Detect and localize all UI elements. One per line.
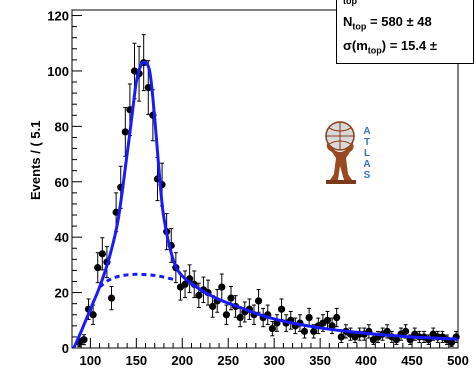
sigma-value: ) = 15.4 ±	[381, 38, 437, 53]
y-tick-label: 40	[55, 230, 69, 245]
atlas-logo-icon	[320, 118, 380, 188]
y-axis: 0 20 40 60 80 100 120	[47, 9, 82, 356]
y-axis-label: Events / ( 5.1	[28, 120, 43, 200]
background-fit-curve	[98, 272, 174, 289]
data-point	[218, 283, 226, 291]
data-point	[328, 322, 336, 330]
logo-letter: S	[363, 170, 371, 181]
x-tick-label: 200	[171, 353, 193, 368]
data-point	[402, 327, 410, 335]
ntop-subscript: top	[352, 21, 367, 32]
data-point	[236, 313, 244, 322]
x-tick-label: 450	[401, 353, 423, 368]
x-tick-label: 350	[309, 353, 331, 368]
y-tick-label: 60	[55, 175, 69, 190]
x-tick-label: 250	[217, 353, 239, 368]
x-tick-label: 100	[80, 353, 102, 368]
data-point	[392, 336, 401, 344]
x-tick-label: 300	[263, 353, 285, 368]
error-bars	[77, 34, 459, 348]
data-point	[195, 291, 203, 299]
data-point	[323, 316, 332, 324]
sigma-symbol: σ(m	[343, 38, 368, 53]
x-tick-label: 500	[447, 353, 469, 368]
data-point	[305, 313, 313, 322]
x-tick-label: 400	[355, 353, 377, 368]
stats-sigma-row: σ(mtop) = 15.4 ±	[343, 38, 437, 56]
logo-letter: L	[363, 148, 371, 159]
logo-letter: A	[363, 159, 371, 170]
data-point	[447, 338, 456, 347]
stats-box: top Ntop = 580 ± 48 σ(mtop) = 15.4 ±	[336, 0, 474, 64]
y-tick-label: 20	[55, 286, 69, 301]
data-point	[383, 327, 391, 335]
data-point	[89, 311, 97, 319]
data-point	[98, 250, 106, 258]
data-point	[300, 327, 309, 335]
y-tick-label: 80	[55, 119, 69, 134]
data-point	[121, 128, 129, 136]
data-point	[310, 327, 318, 335]
data-point	[181, 280, 189, 288]
y-tick-label: 0	[62, 341, 69, 356]
data-point	[254, 297, 263, 305]
data-point	[333, 313, 341, 322]
data-point	[94, 264, 102, 272]
ntop-symbol: N	[343, 14, 353, 29]
data-point	[209, 302, 217, 311]
data-point	[80, 336, 88, 344]
atlas-logo-letters: A T L A S	[362, 126, 372, 181]
stats-cut-label: top	[343, 0, 357, 6]
y-tick-label: 120	[47, 9, 69, 24]
logo-letter: T	[363, 137, 371, 148]
data-point	[107, 294, 116, 302]
ntop-value: = 580 ± 48	[370, 14, 432, 29]
logo-letter: A	[363, 126, 371, 137]
x-axis: 100 150 200 250 300 350 400 450 500	[80, 338, 469, 368]
data-point	[144, 83, 152, 92]
data-point	[277, 305, 286, 313]
x-tick-label: 150	[125, 353, 147, 368]
data-point	[227, 294, 235, 302]
data-point	[222, 311, 230, 319]
y-tick-label: 100	[47, 64, 69, 79]
data-point	[337, 333, 345, 341]
sigma-subscript: top	[367, 45, 382, 56]
data-point	[268, 325, 276, 333]
total-fit-curve	[72, 60, 459, 349]
stats-ntop-row: Ntop = 580 ± 48	[343, 14, 432, 32]
